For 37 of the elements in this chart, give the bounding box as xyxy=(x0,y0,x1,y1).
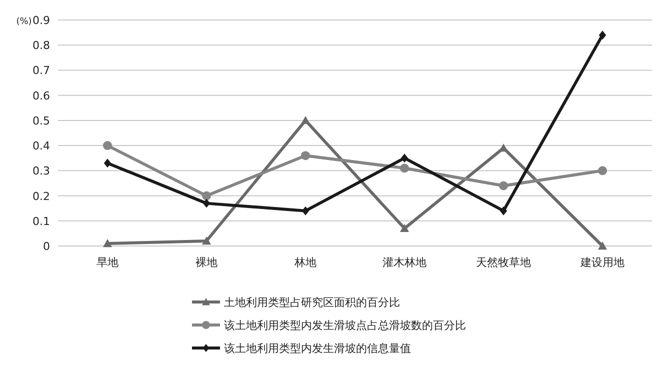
point xyxy=(302,206,310,216)
point xyxy=(301,116,310,124)
point xyxy=(598,30,606,40)
point xyxy=(103,141,112,150)
point xyxy=(400,224,409,232)
point xyxy=(500,206,508,216)
y-tick-label: 0.3 xyxy=(32,164,50,178)
y-tick-label: 0.9 xyxy=(32,14,50,27)
legend-label: 该土地利用类型内发生滑坡点占总滑坡数的百分比 xyxy=(224,319,466,332)
y-axis-title: (%) xyxy=(16,17,32,27)
point xyxy=(103,238,112,248)
y-tick-label: 0.5 xyxy=(32,114,50,128)
y-tick-label: 0 xyxy=(43,240,50,253)
legend-label: 该土地利用类型内发生滑坡的信息量值 xyxy=(224,342,411,355)
x-tick-label: 建设用地 xyxy=(580,256,624,269)
point xyxy=(202,236,211,245)
x-tick-label: 旱地 xyxy=(96,256,118,269)
point xyxy=(598,166,607,176)
x-tick-label: 天然牧草地 xyxy=(476,256,531,269)
x-tick-label: 裸地 xyxy=(196,256,218,269)
point xyxy=(598,242,607,250)
point xyxy=(104,158,112,168)
y-tick-label: 0.6 xyxy=(32,89,50,102)
y-tick-label: 0.7 xyxy=(32,64,50,78)
point xyxy=(400,164,409,173)
y-tick-label: 0.8 xyxy=(32,39,50,52)
point xyxy=(301,151,310,160)
y-tick-label: 0.2 xyxy=(32,190,50,203)
point xyxy=(499,181,508,190)
point xyxy=(202,198,210,208)
legend-label: 土地利用类型占研究区面积的百分比 xyxy=(224,296,400,309)
x-tick-label: 林地 xyxy=(294,256,316,269)
y-tick-label: 0.1 xyxy=(32,214,50,228)
point xyxy=(400,154,408,163)
point xyxy=(202,191,211,200)
y-tick-label: 0.4 xyxy=(32,140,50,153)
x-tick-label: 灌木林地 xyxy=(382,256,426,269)
